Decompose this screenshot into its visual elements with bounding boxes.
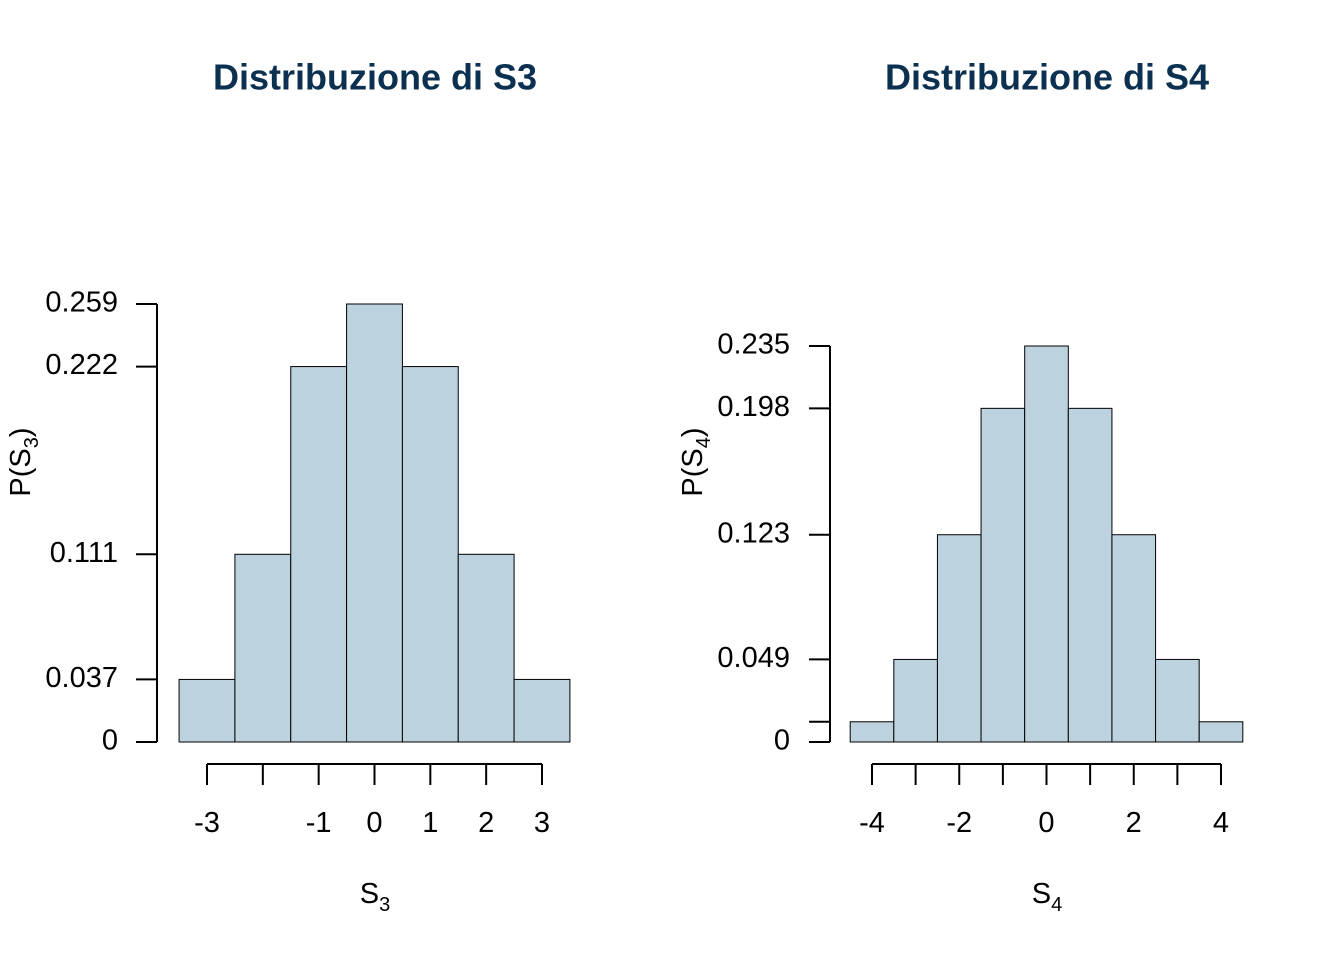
x-axis-label-main: S bbox=[1032, 878, 1051, 910]
bar bbox=[849, 721, 895, 743]
x-tick-label: -1 bbox=[306, 807, 332, 839]
y-tick-label: 0 bbox=[774, 725, 790, 757]
bar bbox=[513, 678, 571, 743]
chart-title: Distribuzione di S4 bbox=[885, 57, 1209, 98]
y-axis-label-main: P(S bbox=[5, 448, 37, 496]
chart-panel-2: Distribuzione di S4 0 0.049 0.123 0.198 0.235… bbox=[677, 57, 1244, 916]
x-tick-label: -4 bbox=[859, 807, 885, 839]
bar bbox=[401, 366, 459, 743]
y-axis-label-sub: 4 bbox=[693, 437, 715, 448]
x-tick-label: 2 bbox=[478, 807, 494, 839]
x-tick-label: 2 bbox=[1126, 807, 1142, 839]
bar bbox=[1155, 658, 1200, 743]
y-tick-label: 0.123 bbox=[717, 517, 790, 549]
x-tick-label: 3 bbox=[534, 807, 550, 839]
x-axis-label-main: S bbox=[360, 878, 379, 910]
x-tick-label: 1 bbox=[422, 807, 438, 839]
y-tick-label: 0.049 bbox=[717, 642, 790, 674]
x-tick-label: 0 bbox=[1038, 807, 1054, 839]
chart-panel-1: Distribuzione di S3 0 0.037 0.111 0.222 0.259… bbox=[5, 57, 571, 916]
x-axis-label: S3 bbox=[360, 878, 390, 916]
bar bbox=[1067, 407, 1113, 743]
y-tick-label: 0.037 bbox=[45, 662, 118, 694]
x-axis-label: S4 bbox=[1032, 878, 1062, 916]
bar bbox=[178, 678, 236, 743]
y-axis-label: P(S4) bbox=[677, 427, 715, 496]
x-axis-label-sub: 4 bbox=[1051, 894, 1062, 916]
x-tick-label: 0 bbox=[366, 807, 382, 839]
bar bbox=[457, 553, 515, 743]
y-tick-label: 0.222 bbox=[45, 349, 118, 381]
chart-title: Distribuzione di S3 bbox=[213, 57, 537, 98]
y-axis-label-close: ) bbox=[677, 427, 709, 437]
bar bbox=[346, 303, 403, 743]
bar bbox=[936, 534, 982, 743]
y-axis-label-main: P(S bbox=[677, 448, 709, 496]
bar bbox=[1198, 721, 1244, 743]
y-tick-label: 0.259 bbox=[45, 287, 118, 319]
y-tick-label: 0 bbox=[102, 725, 118, 757]
bar bbox=[893, 658, 938, 743]
y-axis-label-sub: 3 bbox=[21, 437, 43, 448]
x-tick-label: 4 bbox=[1213, 807, 1229, 839]
x-axis-label-sub: 3 bbox=[379, 894, 390, 916]
bar bbox=[1111, 534, 1157, 743]
y-tick-label: 0.235 bbox=[717, 329, 790, 361]
x-tick-label: -3 bbox=[194, 807, 220, 839]
bar bbox=[1024, 345, 1069, 743]
y-tick-label: 0.198 bbox=[717, 391, 790, 423]
x-tick-label: -2 bbox=[946, 807, 972, 839]
y-axis-label: P(S3) bbox=[5, 427, 43, 496]
bar bbox=[980, 407, 1026, 743]
bar bbox=[234, 553, 292, 743]
y-tick-label: 0.111 bbox=[50, 537, 118, 569]
bar bbox=[290, 366, 348, 743]
y-axis-label-close: ) bbox=[5, 427, 37, 437]
